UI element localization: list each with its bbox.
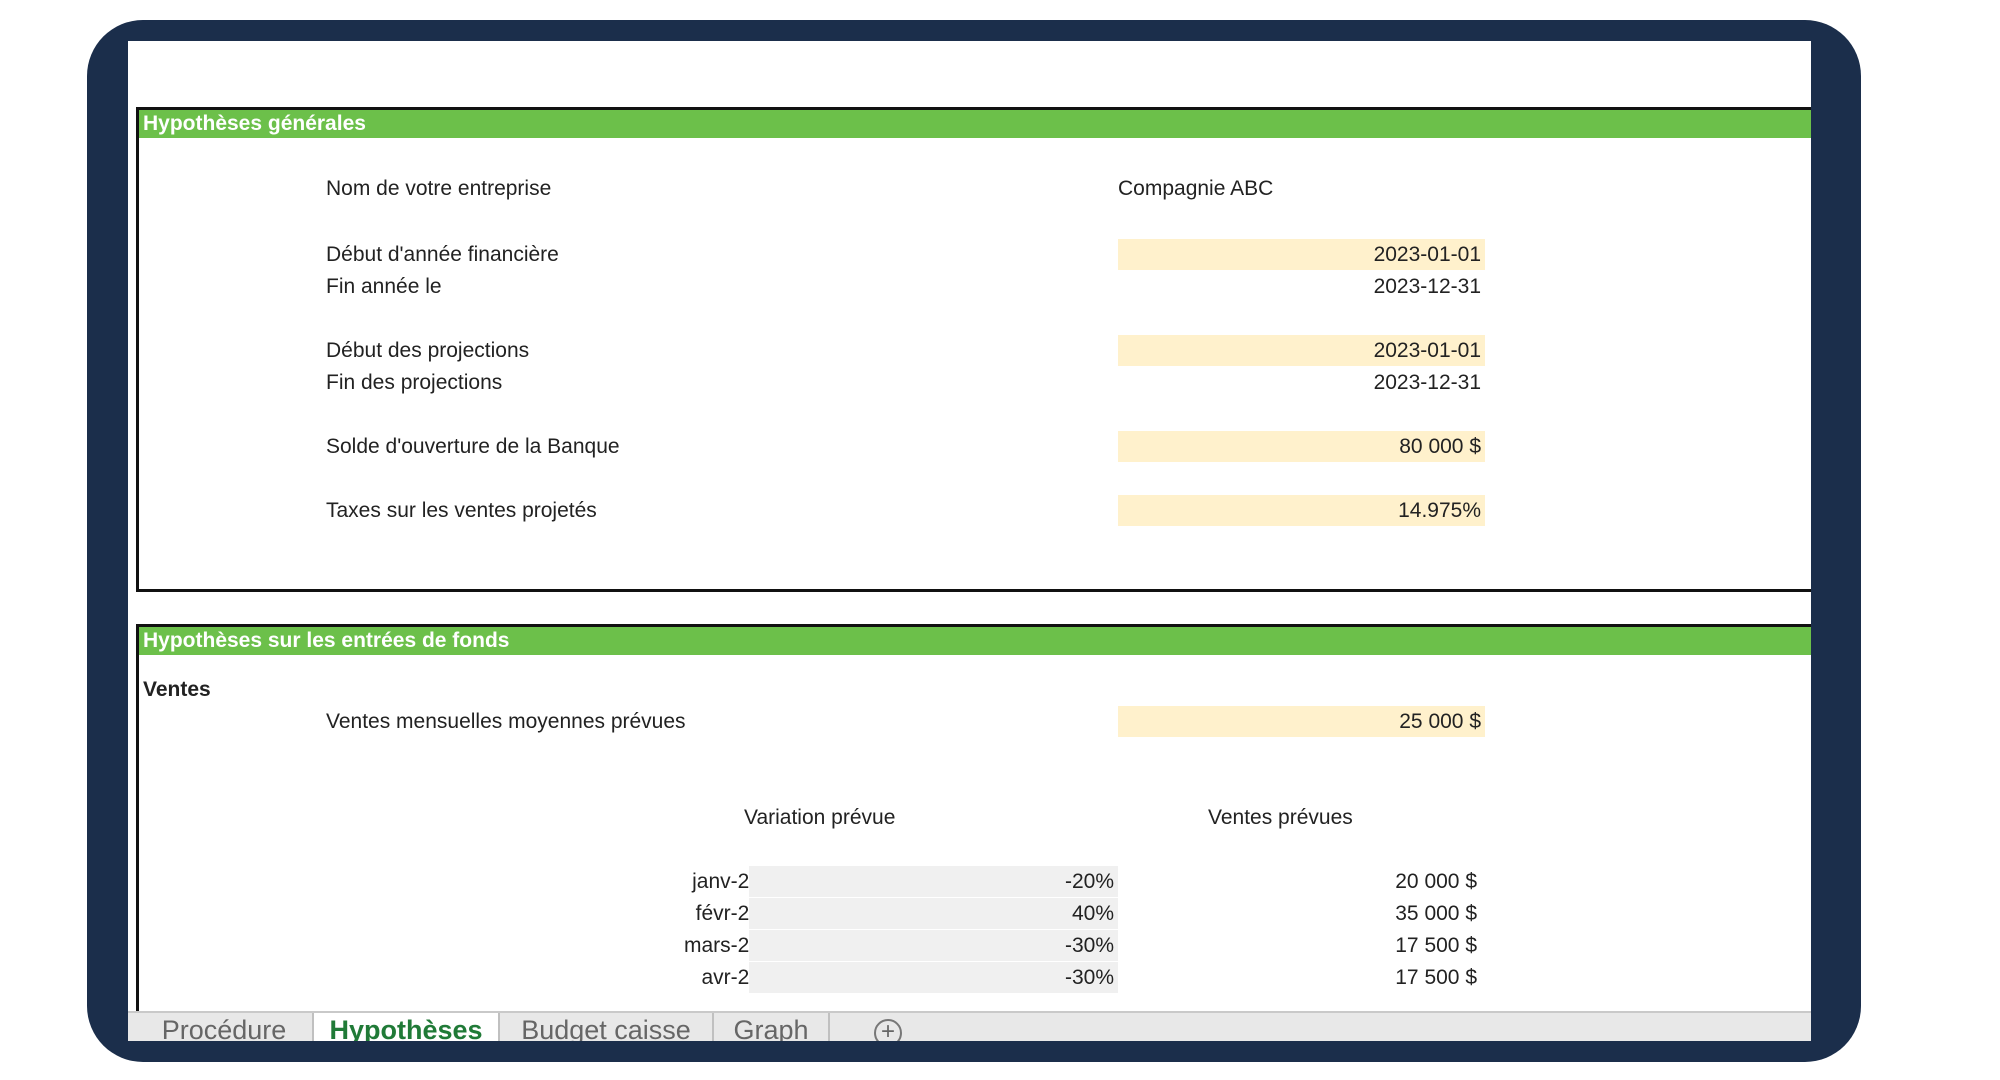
- fy-start-label: Début d'année financière: [326, 243, 559, 266]
- sales-tax-label: Taxes sur les ventes projetés: [326, 499, 597, 522]
- month-label: mars-23: [683, 934, 761, 957]
- fy-start-input[interactable]: 2023-01-01: [1118, 239, 1485, 270]
- company-value[interactable]: Compagnie ABC: [1118, 177, 1274, 200]
- variation-cell[interactable]: -30%: [749, 930, 1118, 961]
- month-label: janv-23: [692, 870, 761, 893]
- spreadsheet-area: Hypothèses générales Nom de votre entrep…: [128, 41, 1811, 1041]
- plus-circle-icon[interactable]: +: [874, 1019, 902, 1041]
- avg-sales-input[interactable]: 25 000 $: [1118, 706, 1485, 737]
- proj-end-value[interactable]: 2023-12-31: [1373, 371, 1481, 394]
- tab-procedure[interactable]: Procédure: [136, 1013, 314, 1041]
- proj-end-label: Fin des projections: [326, 371, 503, 394]
- company-label: Nom de votre entreprise: [326, 177, 552, 200]
- tab-hypotheses[interactable]: Hypothèses: [314, 1013, 500, 1041]
- sales-column-header: Ventes prévues: [1208, 806, 1353, 829]
- sales-cell[interactable]: 17 500 $: [1395, 966, 1477, 989]
- tab-budget-caisse[interactable]: Budget caisse: [500, 1013, 714, 1041]
- cash-inflow-section: Hypothèses sur les entrées de fonds Vent…: [136, 624, 1811, 1041]
- tab-graph[interactable]: Graph: [714, 1013, 830, 1041]
- sales-cell[interactable]: 35 000 $: [1395, 902, 1477, 925]
- avg-sales-label: Ventes mensuelles moyennes prévues: [326, 710, 686, 733]
- section-header-inflows: Hypothèses sur les entrées de fonds: [139, 627, 1811, 655]
- general-assumptions-section: Hypothèses générales Nom de votre entrep…: [136, 107, 1811, 592]
- bank-balance-label: Solde d'ouverture de la Banque: [326, 435, 620, 458]
- sheet-tab-bar: Procédure Hypothèses Budget caisse Graph…: [128, 1011, 1811, 1041]
- variation-column-header: Variation prévue: [744, 806, 896, 829]
- proj-start-label: Début des projections: [326, 339, 530, 362]
- variation-cell[interactable]: -30%: [749, 962, 1118, 993]
- variation-cell[interactable]: -20%: [749, 866, 1118, 897]
- fy-end-label: Fin année le: [326, 275, 442, 298]
- sales-cell[interactable]: 17 500 $: [1395, 934, 1477, 957]
- proj-start-input[interactable]: 2023-01-01: [1118, 335, 1485, 366]
- sales-cell[interactable]: 20 000 $: [1395, 870, 1477, 893]
- ventes-label: Ventes: [143, 678, 211, 701]
- month-label: avr-23: [701, 966, 761, 989]
- fy-end-value[interactable]: 2023-12-31: [1373, 275, 1481, 298]
- sales-tax-input[interactable]: 14.975%: [1118, 495, 1485, 526]
- variation-cell[interactable]: 40%: [749, 898, 1118, 929]
- section-header-general: Hypothèses générales: [139, 110, 1811, 138]
- month-label: févr-23: [695, 902, 761, 925]
- bank-balance-input[interactable]: 80 000 $: [1118, 431, 1485, 462]
